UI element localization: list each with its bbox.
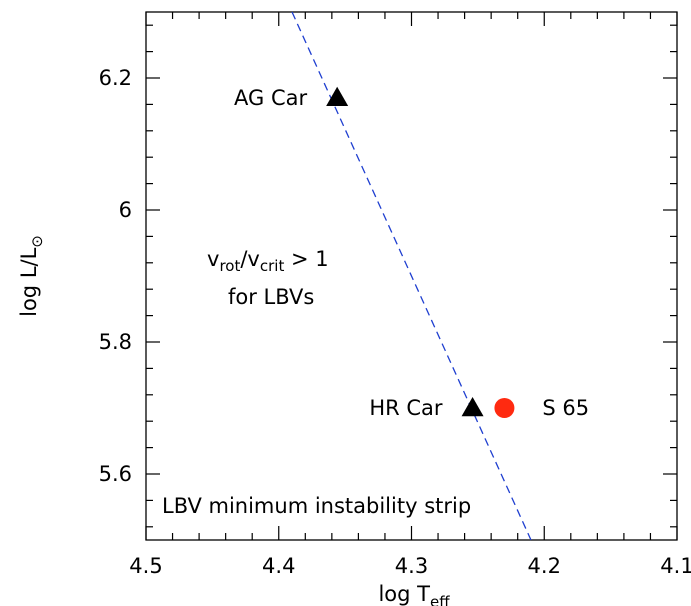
- instability-strip-line: [291, 11, 532, 541]
- y-tick-label: 6.2: [99, 66, 132, 90]
- y-tick-labels: 5.6 5.8 6 6.2: [99, 66, 132, 486]
- instability-line: [291, 11, 532, 541]
- instability-strip-label: LBV minimum instability strip: [162, 494, 471, 518]
- label-s-65: S 65: [542, 396, 589, 420]
- x-tick-label: 4.2: [528, 554, 561, 578]
- y-tick-label: 5.8: [99, 330, 132, 354]
- label-hr-car: HR Car: [369, 396, 443, 420]
- y-axis-label: log L/L⊙: [17, 235, 46, 317]
- point-ag-car: [326, 86, 349, 107]
- x-tick-label: 4.1: [660, 554, 691, 578]
- point-hr-car: [461, 397, 484, 417]
- x-axis-label-subscript: eff: [430, 593, 450, 606]
- for-lbvs-annotation: for LBVs: [228, 285, 314, 309]
- x-tick-label: 4.5: [129, 554, 162, 578]
- y-axis-label-subscript: ⊙: [28, 235, 46, 248]
- y-tick-label: 6: [119, 198, 132, 222]
- x-tick-label: 4.3: [395, 554, 428, 578]
- x-tick-label: 4.4: [262, 554, 295, 578]
- point-s-65: [494, 398, 515, 418]
- data-points: [326, 86, 515, 418]
- axis-ticks: [145, 12, 678, 540]
- x-tick-labels: 4.5 4.4 4.3 4.2 4.1: [129, 554, 691, 578]
- x-axis-label: log Teff: [378, 582, 450, 606]
- point-labels: AG Car HR Car S 65: [234, 86, 589, 420]
- vrot-vcrit-annotation: vrot/vcrit > 1: [207, 247, 329, 275]
- plot-frame: [145, 11, 678, 541]
- y-tick-label: 5.6: [99, 462, 132, 486]
- label-ag-car: AG Car: [234, 86, 307, 110]
